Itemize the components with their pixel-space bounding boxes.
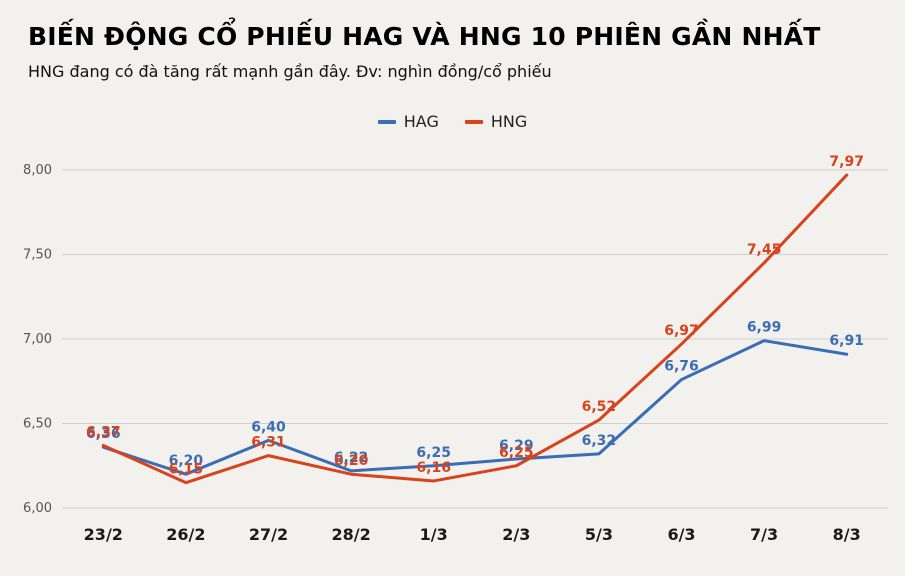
hng-data-label: 6,20 bbox=[334, 453, 369, 469]
x-axis-tick-label: 26/2 bbox=[166, 525, 205, 544]
hng-data-label: 6,52 bbox=[582, 399, 617, 415]
hng-data-label: 6,37 bbox=[86, 424, 121, 440]
x-axis-tick-label: 28/2 bbox=[331, 525, 370, 544]
legend-label-hag: HAG bbox=[403, 112, 439, 131]
hng-line bbox=[101, 173, 849, 485]
x-axis-tick-label: 6/3 bbox=[667, 525, 695, 544]
y-axis-tick-label: 7,00 bbox=[23, 332, 52, 347]
chart-canvas: 6,00 6,50 7,00 7,50 8,00 23/2 26/2 27/2 28/2 1/3 2… bbox=[23, 154, 888, 544]
hng-data-label: 6,31 bbox=[251, 435, 286, 451]
chart-header: BIẾN ĐỘNG CỔ PHIẾU HAG VÀ HNG 10 PHIÊN G… bbox=[0, 0, 905, 81]
page-title: BIẾN ĐỘNG CỔ PHIẾU HAG VÀ HNG 10 PHIÊN G… bbox=[28, 22, 821, 51]
x-axis-tick-label: 1/3 bbox=[420, 525, 448, 544]
hag-data-label: 6,20 bbox=[169, 453, 204, 469]
hng-line-swatch bbox=[464, 119, 483, 124]
hag-data-label: 6,99 bbox=[747, 320, 782, 336]
hag-data-label: 6,25 bbox=[416, 445, 451, 461]
hng-data-label: 7,97 bbox=[829, 154, 864, 170]
y-axis-tick-label: 6,50 bbox=[23, 417, 52, 432]
hng-data-label: 6,15 bbox=[169, 462, 204, 478]
hng-data-label: 6,97 bbox=[664, 323, 699, 339]
legend-item-hag: HAG bbox=[377, 112, 439, 131]
x-axis-tick-label: 23/2 bbox=[84, 525, 123, 544]
hag-data-label: 6,29 bbox=[499, 438, 534, 454]
x-axis-tick-label: 8/3 bbox=[833, 525, 861, 544]
chart-legend: HAG HNG bbox=[0, 112, 905, 131]
legend-item-hng: HNG bbox=[464, 112, 528, 131]
hng-data-label: 6,25 bbox=[499, 445, 534, 461]
hag-data-label: 6,22 bbox=[334, 450, 369, 466]
hag-data-label: 6,32 bbox=[582, 433, 617, 449]
hag-data-label: 6,40 bbox=[251, 419, 286, 435]
hag-line bbox=[101, 339, 849, 476]
x-axis-tick-label: 2/3 bbox=[502, 525, 530, 544]
hag-data-label: 6,91 bbox=[829, 333, 864, 349]
x-axis-tick-label: 27/2 bbox=[249, 525, 288, 544]
y-axis-tick-label: 7,50 bbox=[23, 248, 52, 263]
hag-data-label: 6,36 bbox=[86, 426, 121, 442]
y-axis-tick-label: 6,00 bbox=[23, 501, 52, 516]
y-axis-tick-label: 8,00 bbox=[23, 163, 52, 178]
x-axis-tick-label: 5/3 bbox=[585, 525, 613, 544]
hng-data-label: 6,16 bbox=[416, 460, 451, 476]
page-subtitle: HNG đang có đà tăng rất mạnh gần đây. Đv… bbox=[28, 62, 552, 81]
legend-label-hng: HNG bbox=[490, 112, 528, 131]
x-axis-tick-label: 7/3 bbox=[750, 525, 778, 544]
line-chart: 6,00 6,50 7,00 7,50 8,00 23/2 26/2 27/2 28/2 1/3 2… bbox=[0, 140, 905, 572]
hng-data-label: 7,45 bbox=[747, 242, 782, 258]
hag-data-label: 6,76 bbox=[664, 359, 699, 375]
hag-line-swatch bbox=[377, 119, 396, 124]
